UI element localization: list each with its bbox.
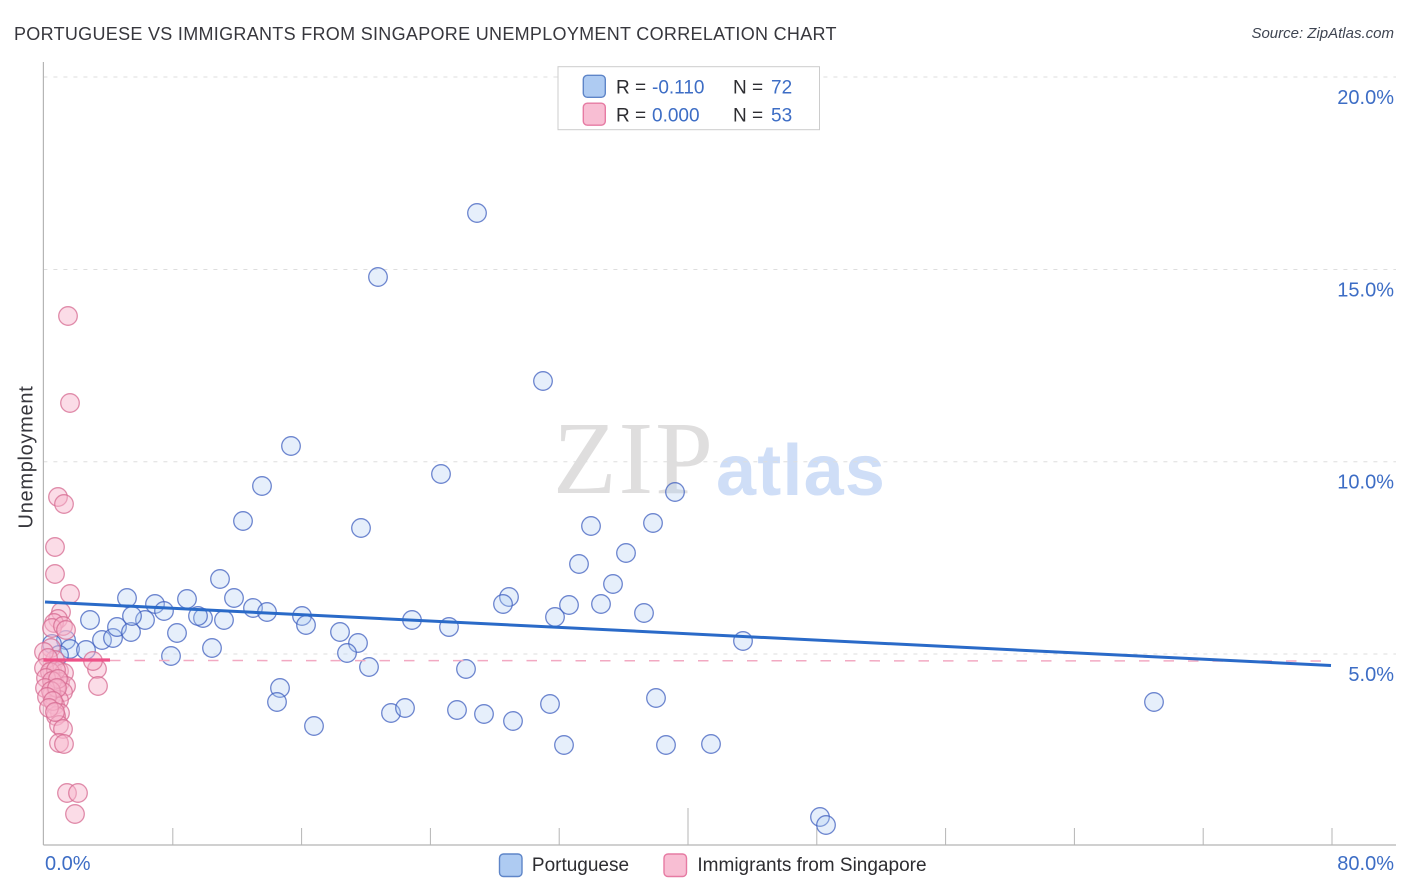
- svg-text:72: 72: [771, 78, 792, 99]
- svg-text:15.0%: 15.0%: [1337, 279, 1394, 301]
- svg-text:0.0%: 0.0%: [45, 853, 91, 875]
- svg-text:ZIP: ZIP: [553, 401, 713, 516]
- svg-text:Immigrants from Singapore: Immigrants from Singapore: [697, 855, 926, 876]
- svg-text:80.0%: 80.0%: [1337, 853, 1394, 875]
- svg-text:53: 53: [771, 105, 792, 126]
- svg-text:20.0%: 20.0%: [1337, 87, 1394, 109]
- svg-text:10.0%: 10.0%: [1337, 472, 1394, 494]
- svg-text:Unemployment: Unemployment: [16, 386, 38, 529]
- svg-text:N =: N =: [733, 78, 763, 99]
- svg-text:-0.110: -0.110: [652, 78, 704, 99]
- svg-text:Portuguese: Portuguese: [532, 855, 629, 876]
- svg-text:5.0%: 5.0%: [1348, 664, 1394, 686]
- svg-text:Source: ZipAtlas.com: Source: ZipAtlas.com: [1251, 25, 1394, 42]
- svg-text:atlas: atlas: [716, 431, 886, 511]
- svg-text:N =: N =: [733, 105, 763, 126]
- svg-text:R =: R =: [616, 105, 646, 126]
- svg-text:PORTUGUESE VS IMMIGRANTS FROM: PORTUGUESE VS IMMIGRANTS FROM SINGAPORE …: [14, 24, 837, 44]
- svg-text:0.000: 0.000: [652, 105, 700, 126]
- svg-text:R =: R =: [616, 78, 646, 99]
